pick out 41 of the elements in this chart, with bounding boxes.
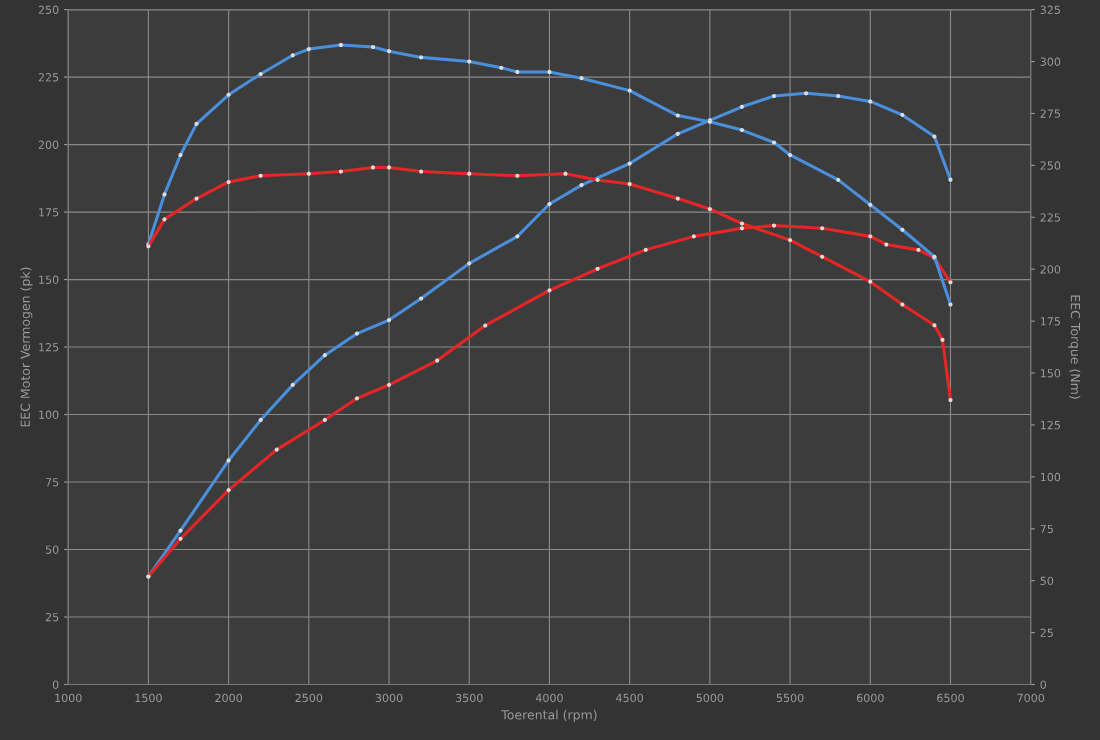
- x-axis-title: Toerental (rpm): [501, 709, 597, 722]
- x-tick-label: 7000: [1017, 693, 1045, 703]
- y-tick-label: 150: [39, 275, 59, 284]
- y-tick-label: 250: [38, 5, 59, 14]
- y-tick-label: 125: [39, 343, 59, 352]
- x-tick-label: 6500: [937, 693, 964, 703]
- y2-tick-label: 225: [1040, 213, 1060, 222]
- y2-axis-title: EEC Torque (Nm): [1068, 295, 1081, 399]
- y-tick-label: 0: [52, 680, 59, 689]
- y2-tick-label: 250: [1040, 161, 1061, 170]
- y2-tick-label: 75: [1040, 524, 1053, 534]
- y2-tick-label: 100: [1040, 472, 1061, 482]
- y-tick-label: 50: [45, 545, 59, 554]
- y2-tick-label: 200: [1040, 265, 1061, 274]
- y2-tick-label: 125: [1040, 420, 1060, 430]
- y2-tick-label: 0: [1040, 680, 1047, 689]
- y2-tick-label: 175: [1040, 317, 1060, 326]
- y-tick-label: 175: [39, 208, 59, 217]
- y-axis-title: EEC Motor Vermogen (pk): [20, 267, 33, 427]
- x-tick-label: 5500: [776, 693, 804, 703]
- y-tick-label: 25: [45, 612, 59, 622]
- x-tick-label: 4000: [535, 693, 563, 703]
- x-tick-label: 2500: [295, 693, 323, 703]
- x-tick-label: 1500: [135, 693, 162, 703]
- y2-tick-label: 325: [1040, 5, 1060, 14]
- x-tick-label: 3500: [455, 693, 483, 703]
- x-tick-label: 5000: [696, 693, 724, 703]
- y2-tick-label: 25: [1040, 628, 1053, 637]
- x-tick-label: 6000: [856, 693, 884, 703]
- y2-tick-label: 50: [1040, 576, 1054, 586]
- y2-tick-label: 150: [1040, 368, 1061, 378]
- y-tick-label: 100: [39, 410, 59, 419]
- x-tick-label: 1000: [55, 693, 82, 703]
- y2-tick-label: 300: [1040, 57, 1061, 66]
- x-tick-label: 2000: [215, 693, 243, 703]
- x-tick-label: 3000: [375, 693, 403, 703]
- y-tick-label: 75: [45, 478, 59, 487]
- x-tick-label: 4500: [616, 693, 644, 703]
- y2-tick-label: 275: [1040, 109, 1060, 118]
- y-tick-label: 225: [38, 73, 59, 82]
- y-tick-label: 200: [38, 140, 59, 149]
